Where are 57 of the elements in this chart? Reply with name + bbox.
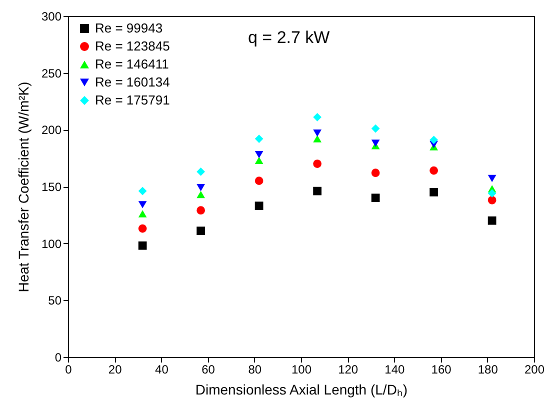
x-axis-title: Dimensionless Axial Length (L/Dₕ) [195,382,408,398]
point [254,202,264,210]
point [488,196,496,204]
point [313,160,322,168]
point [254,134,264,143]
x-tick-label: 160 [431,362,452,376]
legend-label: Re = 146411 [95,56,169,72]
point [430,166,438,175]
y-tick-label: 0 [54,350,62,364]
point [313,112,322,122]
y-tick-label: 200 [41,123,62,138]
point [196,190,205,198]
x-tick-label: 20 [108,362,122,376]
point [138,186,147,196]
point [488,174,496,182]
legend-label: Re = 160134 [95,74,170,90]
x-tick-label: 40 [155,362,169,376]
point [196,168,205,176]
point [371,168,380,178]
annotation: q = 2.7 kW [248,28,330,47]
point [138,210,147,218]
point [488,189,496,198]
x-tick-label: 80 [248,362,262,376]
x-tick-label: 200 [524,362,544,376]
x-tick-label: 100 [291,362,312,376]
legend-label: Re = 123845 [95,38,170,54]
point [254,156,264,164]
x-tick-label: 60 [202,362,216,376]
x-tick-label: 120 [338,362,358,376]
point [371,124,380,133]
y-tick-label: 250 [41,66,62,80]
y-tick-label: 150 [41,180,62,194]
x-tick-label: 0 [65,362,72,376]
point [371,140,380,147]
point [196,206,205,215]
point [313,135,322,142]
y-tick-label: 300 [41,10,62,24]
point [430,136,438,144]
point [313,129,322,137]
point [254,151,264,158]
point [138,224,147,233]
x-tick-label: 180 [478,362,498,376]
point [138,201,147,208]
point [196,184,205,192]
point [196,226,205,236]
point [430,188,438,196]
point [488,216,496,225]
point [371,194,380,202]
y-tick-label: 100 [41,236,62,251]
legend-label: Re = 175791 [95,92,170,108]
point [254,176,264,185]
legend-label: Re = 99943 [95,20,163,36]
y-axis-title: Heat Transfer Coefficient (W/m²K) [15,82,32,292]
y-tick-label: 50 [48,294,62,308]
point [313,186,322,196]
point [138,241,147,250]
x-tick-label: 140 [384,362,406,376]
